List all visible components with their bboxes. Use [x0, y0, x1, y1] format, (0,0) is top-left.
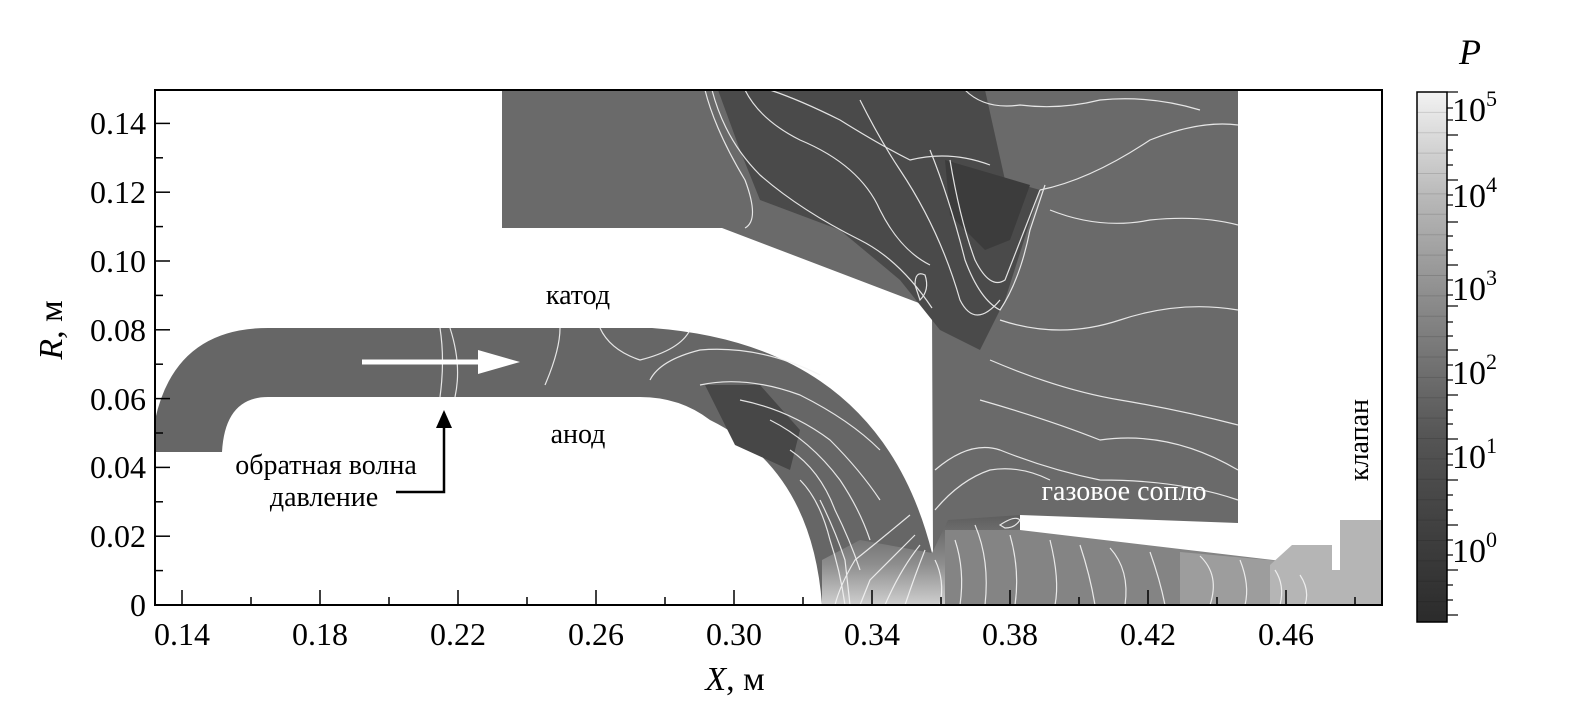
y-tick-label: 0 — [130, 587, 146, 623]
colorbar-tick-label: 105 — [1452, 86, 1497, 129]
y-tick-label: 0.10 — [90, 243, 146, 279]
anode-label: анод — [551, 419, 606, 450]
lowest-pressure-core — [945, 160, 1030, 250]
x-tick-label: 0.42 — [1120, 616, 1176, 652]
pressure-field — [155, 90, 1382, 605]
x-tick-label: 0.14 — [154, 616, 210, 652]
colorbar-tick-labels: 100 101 102 103 104 105 — [1452, 86, 1497, 570]
upper-gas-region — [502, 90, 1238, 553]
y-tick-labels: 0 0.02 0.04 0.06 0.08 0.10 0.12 0.14 — [90, 105, 146, 623]
y-tick-label: 0.02 — [90, 518, 146, 554]
x-tick-label: 0.18 — [292, 616, 348, 652]
y-tick-label: 0.06 — [90, 381, 146, 417]
colorbar-minor-ticks — [1447, 91, 1458, 616]
colorbar-tick-label: 100 — [1452, 527, 1497, 570]
y-axis-title: R, м — [33, 300, 70, 360]
x-tick-label: 0.22 — [430, 616, 486, 652]
backwave-pointer-arrow-icon — [396, 410, 452, 494]
throat-pocket — [705, 385, 800, 470]
axes-frame — [154, 89, 1383, 606]
y-tick-label: 0.14 — [90, 105, 146, 141]
colorbar-tick-label: 103 — [1452, 265, 1497, 308]
x-tick-label: 0.26 — [568, 616, 624, 652]
low-pressure-pocket — [718, 90, 1040, 350]
colorbar-tick-label: 102 — [1452, 349, 1497, 392]
valve-label: клапан — [1344, 399, 1375, 481]
colorbar-tick-label: 101 — [1452, 433, 1497, 476]
y-tick-label: 0.12 — [90, 174, 146, 210]
x-tick-label: 0.46 — [1258, 616, 1314, 652]
annotations: катод анод обратная волна давление газов… — [235, 280, 1375, 513]
colorbar-tick-label: 104 — [1452, 172, 1497, 215]
x-axis-ticks — [181, 590, 1356, 605]
x-tick-label: 0.30 — [706, 616, 762, 652]
colorbar-level-steps — [1417, 91, 1447, 603]
y-tick-label: 0.08 — [90, 312, 146, 348]
x-tick-labels: 0.14 0.18 0.22 0.26 0.30 0.34 0.38 0.42 … — [154, 616, 1314, 652]
colorbar: P 100 101 102 103 104 105 — [1416, 32, 1497, 623]
flow-direction-arrow-icon — [362, 350, 520, 374]
x-axis-title: X, м — [703, 661, 764, 698]
backwave-label-line2: давление — [270, 482, 378, 513]
backwave-label-line1: обратная волна — [235, 450, 417, 481]
plot-border — [154, 89, 1383, 606]
valve-region — [1270, 520, 1382, 605]
x-tick-label: 0.34 — [844, 616, 900, 652]
cathode-label: катод — [546, 280, 610, 311]
y-axis-ticks — [155, 122, 170, 606]
x-tick-label: 0.38 — [982, 616, 1038, 652]
colorbar-gradient — [1416, 91, 1448, 623]
colorbar-title: P — [1458, 32, 1481, 72]
y-tick-label: 0.04 — [90, 449, 146, 485]
gas-nozzle-label: газовое сопло — [1042, 476, 1207, 507]
pressure-contours — [439, 89, 1308, 606]
